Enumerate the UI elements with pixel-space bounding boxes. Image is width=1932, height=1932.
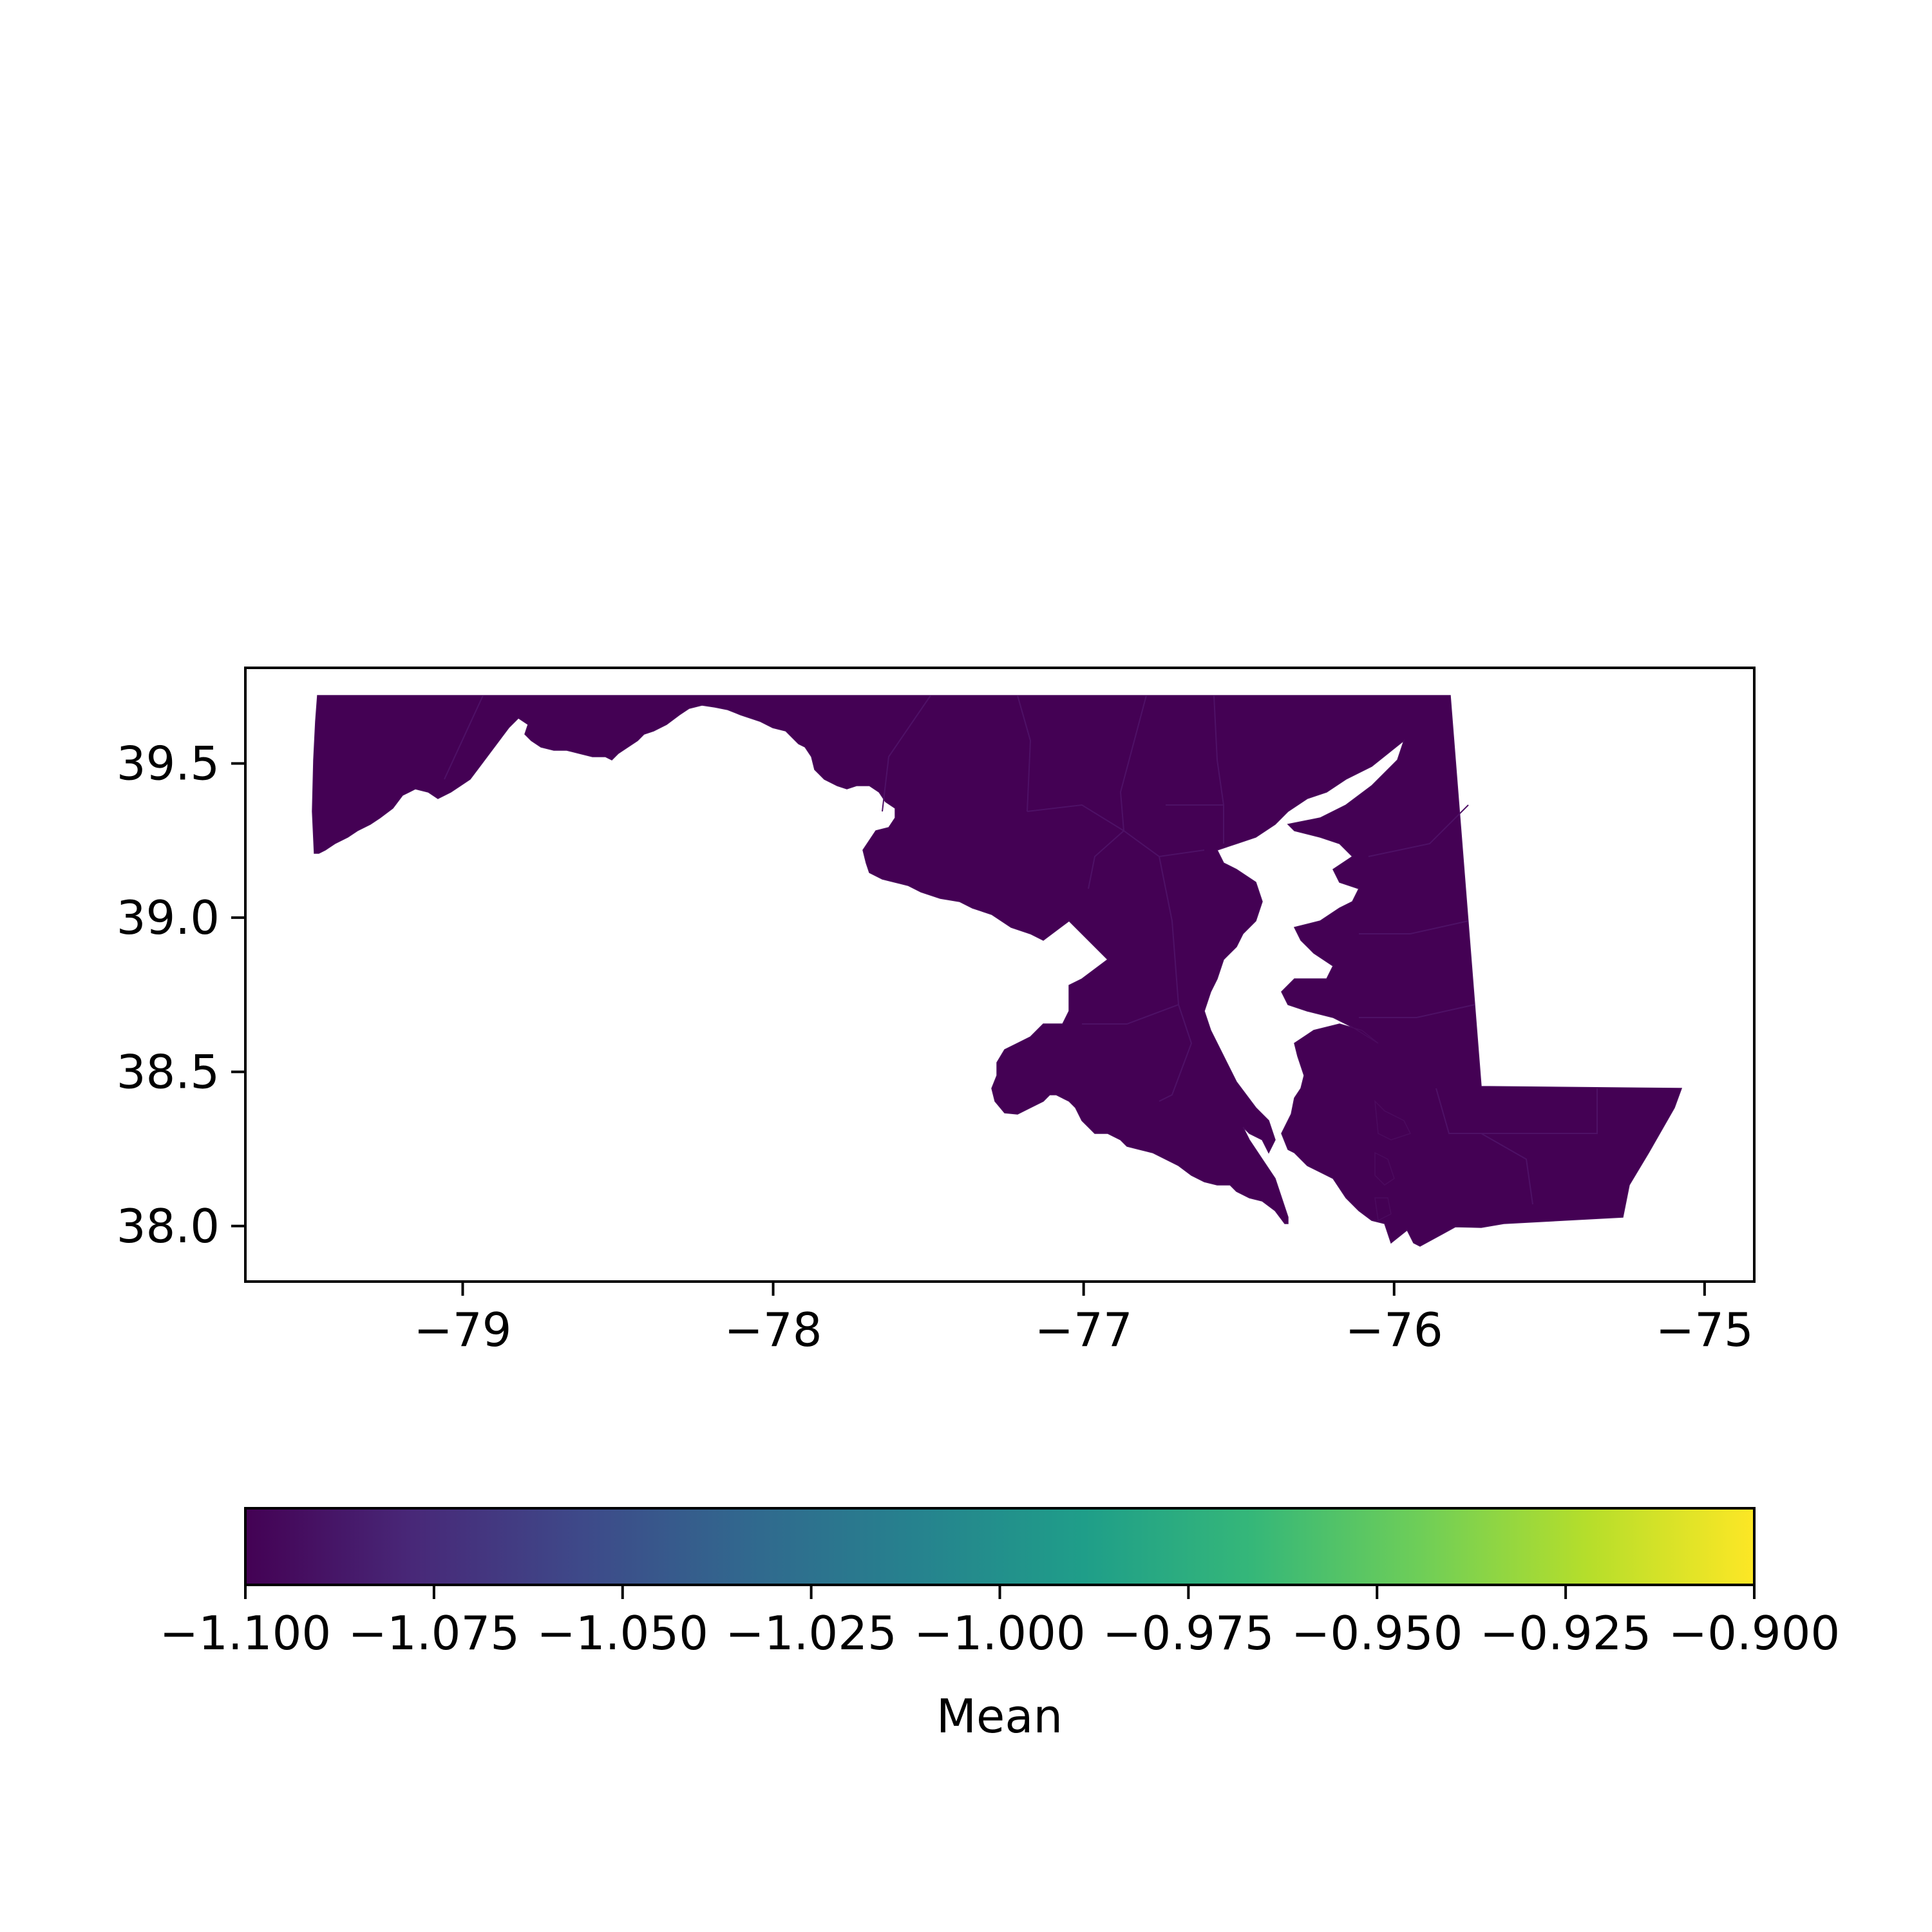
county-line xyxy=(1159,856,1179,1005)
county-line xyxy=(1166,804,1224,844)
county-line xyxy=(1368,804,1469,857)
colorbar-tick-label: −0.900 xyxy=(1669,1606,1840,1660)
x-tick-label: −79 xyxy=(413,1303,511,1357)
map-regions xyxy=(312,695,1683,1247)
county-line xyxy=(444,695,484,780)
x-axis: −79 −78 −77 −76 −75 xyxy=(413,1282,1754,1357)
county-line xyxy=(1082,1004,1179,1025)
county-line xyxy=(1481,1133,1533,1205)
colorbar-tick-label: −1.050 xyxy=(537,1606,708,1660)
y-tick-label: 38.5 xyxy=(117,1045,220,1099)
county-line xyxy=(1017,695,1032,812)
map-axes: −79 −78 −77 −76 −75 38.0 38.5 39.0 39.5 xyxy=(117,667,1756,1357)
county-line xyxy=(1159,1004,1193,1102)
y-tick-label: 38.0 xyxy=(117,1199,220,1253)
x-tick-label: −76 xyxy=(1345,1303,1443,1357)
x-tick-label: −77 xyxy=(1035,1303,1133,1357)
maryland-region xyxy=(312,695,1683,1247)
colorbar-label: Mean xyxy=(936,1689,1063,1743)
colorbar-tick-label: −1.025 xyxy=(725,1606,896,1660)
y-tick-label: 39.5 xyxy=(117,736,220,790)
county-boundaries xyxy=(444,695,1598,1205)
colorbar-tick-label: −1.075 xyxy=(348,1606,520,1660)
map-frame xyxy=(244,667,1756,1283)
colorbar-tick-label: −1.100 xyxy=(160,1606,331,1660)
county-line xyxy=(1119,695,1147,831)
colorbar-tick-label: −0.950 xyxy=(1291,1606,1463,1660)
county-line xyxy=(1088,830,1124,889)
x-tick-label: −75 xyxy=(1656,1303,1754,1357)
y-axis: 38.0 38.5 39.0 39.5 xyxy=(117,736,245,1253)
county-line xyxy=(882,695,931,812)
county-line xyxy=(1213,695,1224,806)
colorbar-ticks: −1.100 −1.075 −1.050 −1.025 −1.000 −0.975 −0.9… xyxy=(160,1585,1840,1660)
colorbar: −1.100 −1.075 −1.050 −1.025 −1.000 −0.975 −0.9… xyxy=(160,1507,1840,1743)
county-line xyxy=(1359,920,1469,934)
county-line xyxy=(1435,1088,1598,1134)
y-tick-label: 39.0 xyxy=(117,891,220,945)
county-line xyxy=(1359,1004,1475,1018)
colorbar-gradient xyxy=(245,1508,1754,1585)
x-tick-label: −78 xyxy=(724,1303,822,1357)
colorbar-tick-label: −0.975 xyxy=(1103,1606,1274,1660)
colorbar-tick-label: −1.000 xyxy=(914,1606,1085,1660)
colorbar-tick-label: −0.925 xyxy=(1480,1606,1651,1660)
